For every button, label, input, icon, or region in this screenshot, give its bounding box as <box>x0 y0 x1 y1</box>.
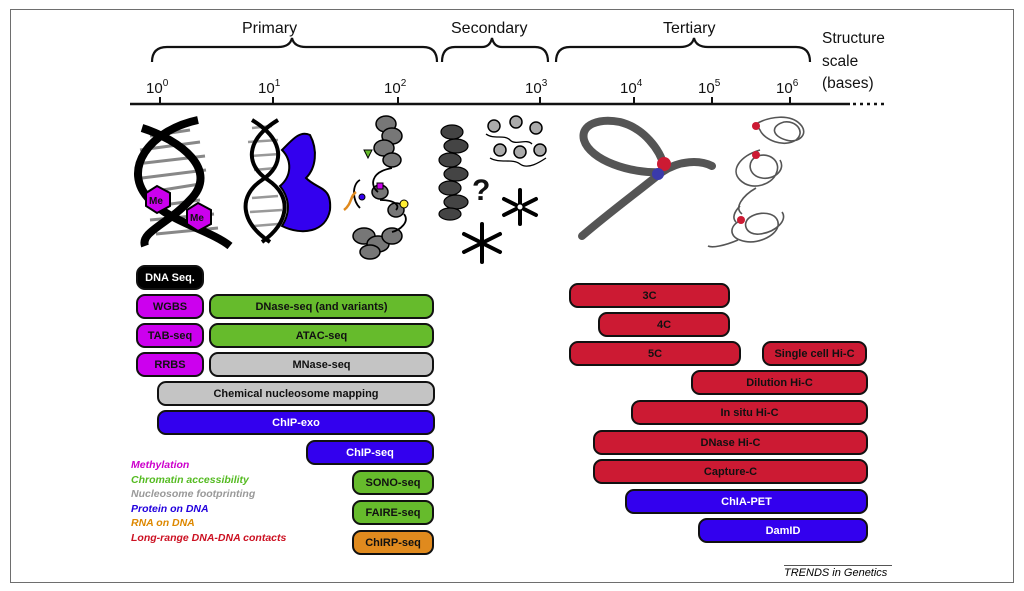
method-pill-dna-seq: DNA Seq. <box>136 265 204 290</box>
secondary-header: Secondary <box>451 20 528 37</box>
method-pill-mnase-seq: MNase-seq <box>209 352 434 377</box>
axis-tick-label-5: 105 <box>698 78 721 97</box>
method-pill-sono-seq: SONO-seq <box>352 470 434 495</box>
primary-header: Primary <box>242 20 298 37</box>
category-legend: Methylation Chromatin accessibility Nucl… <box>131 458 286 545</box>
legend-methylation: Methylation <box>131 459 190 471</box>
method-pill-atac-seq: ATAC-seq <box>209 323 434 348</box>
axis-tick-label-2: 102 <box>384 78 407 97</box>
loop-anchor-red <box>657 157 671 171</box>
scale-title-line2: scale <box>822 53 859 70</box>
legend-protein-on-dna: Protein on DNA <box>131 502 209 515</box>
axis-tick-label-3: 103 <box>525 78 548 97</box>
methyl-label-1: Me <box>149 196 163 207</box>
method-pill-dilution-hi-c: Dilution Hi-C <box>691 370 868 395</box>
secondary-fiber-illustration: ? <box>438 115 547 264</box>
legend-rna-on-dna: RNA on DNA <box>131 517 195 529</box>
method-pill-tab-seq: TAB-seq <box>136 323 204 348</box>
axis-tick-label-6: 106 <box>776 78 799 97</box>
chromatin-loop-illustration <box>578 116 716 240</box>
methyl-label-2: Me <box>190 213 204 224</box>
methyl-group-hexagon-2 <box>186 201 212 233</box>
method-pill-dnase-seq: DNase-seq (and variants) <box>209 294 434 319</box>
method-pill-chia-pet: ChIA-PET <box>625 489 868 514</box>
method-pill-capture-c: Capture-C <box>593 459 868 484</box>
method-pill-single-cell-hi-c: Single cell Hi-C <box>762 341 867 366</box>
axis-tick-label-0: 100 <box>146 78 169 97</box>
nucleosome-fiber-illustration <box>343 115 409 260</box>
method-pill-5c: 5C <box>569 341 741 366</box>
method-pill-3c: 3C <box>569 283 730 308</box>
primary-brace <box>150 37 439 63</box>
method-pill-rrbs: RRBS <box>136 352 204 377</box>
method-pill-chirp-seq: ChIRP-seq <box>352 530 434 555</box>
journal-credit: TRENDS in Genetics <box>784 565 892 579</box>
method-pill-damid: DamID <box>698 518 868 543</box>
methylated-dna-helix-illustration: Me Me <box>134 116 233 250</box>
method-pill-chip-exo: ChIP-exo <box>157 410 435 435</box>
legend-chromatin-accessibility: Chromatin accessibility <box>131 473 249 486</box>
figure-frame <box>10 9 1014 583</box>
chromatin-domains-illustration <box>707 116 805 248</box>
method-pill-wgbs: WGBS <box>136 294 204 319</box>
legend-nucleosome-footprinting: Nucleosome footprinting <box>131 488 256 500</box>
scale-axis: 100 101 102 103 104 105 106 <box>130 78 888 106</box>
axis-tick-label-4: 104 <box>620 78 643 97</box>
structure-braces <box>150 37 812 63</box>
protein-bound-dna-illustration <box>243 118 332 244</box>
secondary-brace <box>440 37 550 63</box>
unknown-structure-question-mark: ? <box>472 174 490 207</box>
method-pill-dnase-hi-c: DNase Hi-C <box>593 430 868 455</box>
scale-title-line3: (bases) <box>822 75 874 92</box>
tertiary-brace <box>554 37 812 63</box>
method-pill-faire-seq: FAIRE-seq <box>352 500 434 525</box>
axis-tick-label-1: 101 <box>258 78 281 97</box>
scale-title-line1: Structure <box>822 30 885 47</box>
method-pill-chip-seq: ChIP-seq <box>306 440 434 465</box>
tertiary-header: Tertiary <box>663 20 716 37</box>
method-pill-in-situ-hi-c: In situ Hi-C <box>631 400 868 425</box>
legend-long-range-contacts: Long-range DNA-DNA contacts <box>131 531 287 544</box>
loop-anchor-blue <box>652 168 664 180</box>
method-pill-4c: 4C <box>598 312 730 337</box>
methyl-group-hexagon-1 <box>145 184 171 215</box>
method-pill-chemical-nucleosome-mapping: Chemical nucleosome mapping <box>157 381 435 406</box>
